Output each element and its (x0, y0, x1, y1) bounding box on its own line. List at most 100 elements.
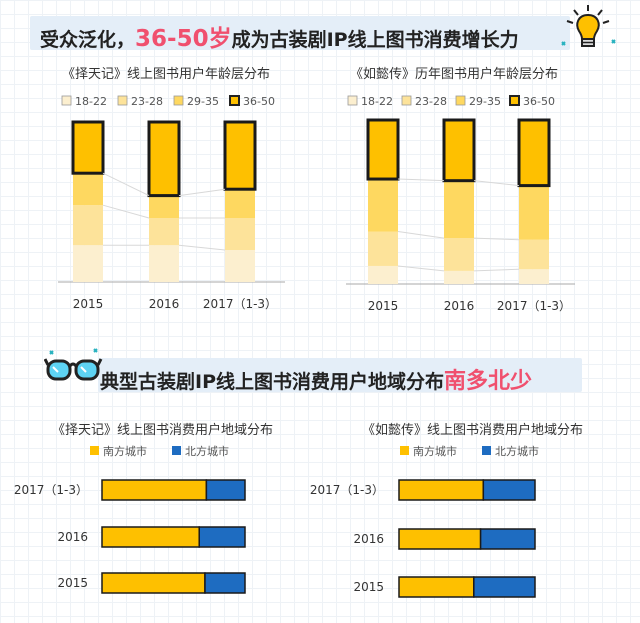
y-tick-label: 2016 (57, 530, 88, 544)
bar-segment (73, 245, 103, 282)
legend-swatch (229, 95, 240, 106)
connector-line (102, 204, 150, 219)
legend-label: 36-50 (243, 95, 275, 108)
connector-line (178, 244, 226, 251)
legend-swatch (172, 446, 181, 455)
bar-segment (225, 250, 255, 282)
section2-banner (98, 358, 582, 392)
legend-label: 北方城市 (185, 444, 229, 458)
x-tick-label: 2016 (444, 299, 475, 313)
legend-swatch (173, 95, 184, 106)
bar-segment (482, 479, 536, 501)
section1-title-before: 受众泛化， (40, 29, 136, 51)
connector-line (178, 188, 226, 197)
connector-line (473, 237, 520, 241)
legend-label: 北方城市 (495, 444, 539, 458)
legend-label: 南方城市 (103, 444, 147, 458)
connector-line (473, 180, 520, 187)
bar-segment (223, 120, 257, 191)
bar-segment (73, 205, 103, 246)
y-tick-label: 2015 (57, 576, 88, 590)
x-tick-label: 2015 (73, 297, 104, 311)
bar-segment (147, 120, 181, 198)
bar-segment (368, 231, 398, 266)
bar-segment (519, 185, 549, 240)
y-tick-label: 2017（1-3） (310, 483, 384, 497)
legend-swatch (90, 446, 99, 455)
section1-title-after: 成为古装剧IP线上图书消费增长力 (231, 29, 519, 51)
legend-label: 36-50 (523, 95, 555, 108)
y-tick-label: 2017（1-3） (14, 483, 88, 497)
legend-swatch (117, 95, 128, 106)
glasses-icon (44, 348, 103, 381)
chart-title: 《择天记》线上图书用户年龄层分布 (62, 66, 270, 82)
x-tick-label: 2015 (368, 299, 399, 313)
y-tick-label: 2016 (353, 532, 384, 546)
bar-segment (225, 189, 255, 218)
bar-segment (205, 479, 246, 501)
connector-line (397, 178, 445, 182)
bar-segment (479, 528, 536, 550)
bar-segment (444, 270, 474, 284)
bar-segment (101, 526, 200, 548)
section2-title-highlight: 南多北少 (444, 369, 533, 394)
age-chart-zetianji: 《择天记》线上图书用户年龄层分布 18-22 23-28 29-35 36-50 2015… (58, 66, 285, 311)
bar-segment (71, 120, 105, 175)
bar-segment (517, 118, 551, 188)
bar-segment (442, 118, 476, 183)
bar-segment (101, 572, 206, 594)
legend-swatch (347, 95, 358, 106)
legend-label: 23-28 (131, 95, 163, 108)
age-chart-ruyizhuan: 《如懿传》历年图书用户年龄层分布 18-22 23-28 29-35 36-50 2015… (346, 66, 575, 313)
bar-segment (204, 572, 246, 594)
section1-banner (30, 16, 570, 50)
bar-segment (198, 526, 246, 548)
legend-swatch (455, 95, 466, 106)
section2-title: 典型古装剧IP线上图书消费用户地域分布南多北少 (100, 363, 532, 395)
bar-segment (398, 528, 482, 550)
bar-segment (101, 479, 208, 501)
x-tick-label: 2017（1-3） (203, 297, 277, 311)
section1-title-highlight: 36-50岁 (135, 26, 232, 52)
section2-title-before: 典型古装剧IP线上图书消费用户地域分布 (100, 371, 444, 393)
bar-segment (149, 195, 179, 218)
chart-title: 《择天记》线上图书消费用户地域分布 (52, 422, 273, 438)
bar-segment (225, 218, 255, 250)
x-tick-label: 2017（1-3） (497, 299, 571, 313)
connector-line (397, 265, 445, 272)
y-tick-label: 2015 (353, 580, 384, 594)
bar-segment (444, 180, 474, 239)
bar-segment (519, 239, 549, 270)
bar-segment (73, 173, 103, 206)
legend-swatch (401, 95, 412, 106)
chart-title: 《如懿传》历年图书用户年龄层分布 (350, 66, 558, 82)
bar-segment (473, 576, 536, 598)
bar-segment (519, 269, 549, 284)
legend-label: 南方城市 (413, 444, 457, 458)
chart-title: 《如懿传》线上图书消费用户地域分布 (362, 422, 583, 438)
bar-segment (368, 265, 398, 284)
bar-segment (368, 179, 398, 232)
bar-segment (398, 576, 475, 598)
legend-label: 18-22 (361, 95, 393, 108)
lightbulb-icon (561, 5, 616, 47)
legend-label: 23-28 (415, 95, 447, 108)
legend-label: 29-35 (469, 95, 501, 108)
legend-swatch (400, 446, 409, 455)
section1-title: 受众泛化，36-50岁成为古装剧IP线上图书消费增长力 (40, 19, 519, 53)
connector-line (473, 268, 520, 272)
bar-segment (149, 245, 179, 282)
x-tick-label: 2016 (149, 297, 180, 311)
bar-segment (149, 218, 179, 246)
legend-label: 29-35 (187, 95, 219, 108)
bar-segment (398, 479, 485, 501)
connector-line (397, 231, 445, 239)
bar-segment (444, 238, 474, 271)
connector-line (102, 172, 150, 197)
legend-swatch (509, 95, 520, 106)
legend-swatch (482, 446, 491, 455)
legend-swatch (61, 95, 72, 106)
